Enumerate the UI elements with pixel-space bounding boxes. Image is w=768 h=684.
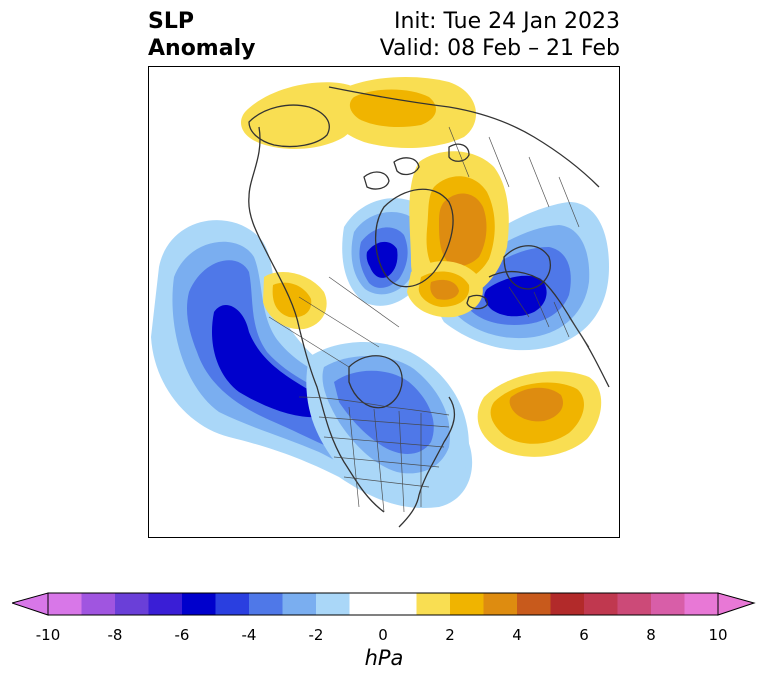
colorbar-bin [416, 593, 451, 615]
borders [268, 126, 590, 513]
colorbar-bin [182, 593, 216, 615]
colorbar-bin [550, 593, 585, 615]
colorbar-bin [48, 593, 82, 615]
colorbar-tick-label: -10 [35, 626, 61, 644]
colorbar-tick-label: 8 [646, 626, 656, 644]
na-west-coast [248, 126, 385, 513]
na-east-coast [398, 396, 456, 528]
us-states-2 [348, 406, 422, 513]
colorbar-bin [316, 593, 350, 615]
title-variable: SLP [148, 9, 194, 34]
colorbar [12, 592, 756, 616]
scandinavia [503, 245, 551, 290]
barents-high-3 [430, 279, 459, 300]
title-field: Anomaly [148, 36, 256, 61]
colorbar-extend-low [12, 592, 49, 616]
colorbar-bin [584, 593, 618, 615]
colorbar-bin [383, 593, 417, 615]
arctic-islands-1 [363, 171, 390, 190]
colorbar-bin [517, 593, 551, 615]
atlantic-high-3 [509, 387, 564, 422]
russia-high-3 [439, 193, 487, 266]
canada-provinces [268, 276, 400, 368]
colorbar-bin [148, 593, 183, 615]
colorbar-tick-label: 4 [512, 626, 522, 644]
colorbar-tick-label: -6 [174, 626, 190, 644]
map-svg [151, 77, 610, 528]
greenland-low-5 [366, 241, 398, 278]
title-left: SLP Anomaly [148, 8, 255, 62]
canada-low-4 [334, 370, 434, 454]
init-date: Init: Tue 24 Jan 2023 [393, 9, 620, 34]
colorbar-bins [48, 593, 719, 615]
europe-west-high-2 [272, 282, 312, 318]
colorbar-unit: hPa [364, 646, 404, 670]
pacific-low-5 [211, 304, 327, 418]
colorbar-bin [684, 593, 719, 615]
hudson-bay [348, 355, 403, 409]
asia-borders [448, 126, 580, 228]
europe-borders [508, 286, 590, 348]
colorbar-bin [349, 593, 384, 615]
iceland [466, 294, 488, 310]
colorbar-tick-label: 10 [708, 626, 728, 644]
colorbar-bin [215, 593, 250, 615]
europe-coast [488, 270, 610, 388]
colorbar-tick-label: -4 [241, 626, 257, 644]
colorbar-bin [115, 593, 149, 615]
us-canada-border [298, 396, 450, 416]
colorbar-bin [651, 593, 685, 615]
yakutia-high-2 [349, 89, 436, 127]
colorbar-tick-label: -8 [107, 626, 123, 644]
colorbar-bin [617, 593, 652, 615]
title-right: Init: Tue 24 Jan 2023 Valid: 08 Feb – 21… [380, 8, 620, 62]
alaska [248, 104, 330, 148]
coastlines [248, 86, 610, 528]
colorbar-bin [483, 593, 518, 615]
colorbar-bin [81, 593, 116, 615]
colorbar-extend-high [717, 592, 756, 616]
colorbar-tick-label: 6 [579, 626, 589, 644]
positive-anomaly-fills [241, 77, 602, 457]
svalbard [448, 143, 470, 162]
colorbar-outline [47, 592, 719, 616]
colorbar-tick-label: -2 [308, 626, 324, 644]
siberia-coast [328, 86, 600, 188]
us-states-1 [318, 416, 450, 488]
colorbar-bin [282, 593, 317, 615]
greenland [374, 188, 454, 288]
colorbar-bin [450, 593, 484, 615]
colorbar-bin [249, 593, 283, 615]
colorbar-tick-label: 0 [378, 626, 388, 644]
anomaly-map [148, 66, 620, 538]
arctic-islands-2 [393, 157, 420, 176]
valid-range: Valid: 08 Feb – 21 Feb [379, 36, 620, 61]
colorbar-tick-label: 2 [445, 626, 455, 644]
